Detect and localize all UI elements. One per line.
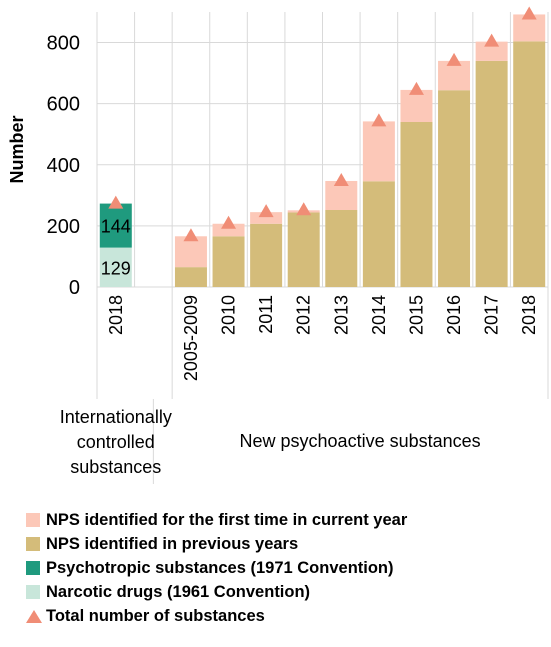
legend-item-nps-new: NPS identified for the first time in cur…: [26, 508, 546, 532]
total-marker-10: [521, 6, 537, 20]
bar-psychotropic-substances-1971-convention-0: [99, 203, 132, 248]
data-label-1: 129: [101, 258, 131, 278]
bar-nps-identified-in-previous-years-1: [174, 267, 207, 287]
bar-nps-identified-in-previous-years-6: [362, 181, 395, 287]
x-tick-label-2: 2010: [219, 295, 239, 335]
legend-label-psychotropic: Psychotropic substances (1971 Convention…: [46, 558, 394, 577]
bar-nps-identified-in-previous-years-5: [325, 210, 358, 287]
legend-label-total: Total number of substances: [46, 606, 265, 625]
bar-nps-identified-for-the-first-time-in-current-year-6: [362, 121, 395, 182]
chart-svg: 0 200 400 600 800 Number 144 129 2018 2005-2009 20…: [7, 6, 549, 484]
total-marker-0: [108, 195, 124, 209]
group-label-controlled-line-2: substances: [70, 457, 161, 477]
legend-swatch-narcotic: [26, 585, 40, 599]
legend-swatch-psychotropic: [26, 561, 40, 575]
total-marker-8: [446, 52, 462, 66]
y-tick-label-2: 400: [47, 155, 80, 177]
legend-triangle-icon: [26, 609, 42, 623]
bar-nps-identified-for-the-first-time-in-current-year-7: [400, 89, 433, 122]
x-tick-label-10: 2018: [519, 295, 539, 335]
data-label-0: 144: [101, 217, 131, 237]
legend-item-narcotic: Narcotic drugs (1961 Convention): [26, 580, 546, 604]
x-tick-label-7: 2015: [406, 295, 426, 335]
x-tick-label-3: 2011: [256, 295, 276, 334]
bar-nps-identified-for-the-first-time-in-current-year-2: [212, 223, 245, 237]
legend-swatch-nps-new: [26, 513, 40, 527]
group-label-nps-line-0: New psychoactive substances: [240, 431, 481, 451]
bar-nps-identified-for-the-first-time-in-current-year-1: [174, 236, 207, 268]
total-marker-3: [258, 204, 274, 218]
x-tick-label-0: 2018: [106, 295, 126, 335]
bar-narcotic-drugs-1961-convention-0: [99, 247, 132, 287]
y-tick-label-0: 0: [69, 277, 80, 299]
x-tick-label-8: 2016: [444, 295, 464, 335]
bar-nps-identified-for-the-first-time-in-current-year-9: [475, 41, 508, 61]
x-tick-label-4: 2012: [294, 295, 314, 335]
legend-swatch-nps-previous: [26, 537, 40, 551]
total-marker-5: [333, 172, 349, 186]
total-marker-4: [296, 202, 312, 216]
bar-nps-identified-in-previous-years-10: [513, 41, 546, 288]
bar-nps-identified-for-the-first-time-in-current-year-3: [250, 212, 283, 224]
bar-nps-identified-in-previous-years-2: [212, 236, 245, 287]
x-tick-label-1: 2005-2009: [181, 295, 201, 381]
y-tick-label-3: 600: [47, 94, 80, 116]
bar-nps-identified-in-previous-years-4: [287, 212, 320, 287]
legend-label-nps-new: NPS identified for the first time in cur…: [46, 510, 408, 529]
legend-item-psychotropic: Psychotropic substances (1971 Convention…: [26, 556, 546, 580]
group-label-controlled-line-0: Internationally: [60, 407, 172, 427]
x-tick-label-9: 2017: [482, 295, 502, 335]
legend-item-total: Total number of substances: [26, 604, 546, 628]
legend-label-narcotic: Narcotic drugs (1961 Convention): [46, 582, 311, 601]
total-marker-2: [221, 215, 237, 229]
total-marker-9: [484, 33, 500, 47]
y-tick-label-1: 200: [47, 216, 80, 238]
bar-nps-identified-in-previous-years-7: [400, 122, 433, 287]
bar-nps-identified-in-previous-years-3: [250, 223, 283, 287]
group-label-controlled-line-1: controlled: [77, 432, 155, 452]
total-marker-7: [408, 81, 424, 95]
bar-nps-identified-in-previous-years-8: [438, 90, 471, 287]
x-tick-label-5: 2013: [331, 295, 351, 335]
x-tick-label-6: 2014: [369, 295, 389, 335]
y-axis-title: Number: [7, 115, 27, 183]
total-marker-6: [371, 113, 387, 127]
y-tick-label-4: 800: [47, 33, 80, 55]
legend-item-nps-previous: NPS identified in previous years: [26, 532, 546, 556]
legend: NPS identified for the first time in cur…: [26, 508, 546, 628]
total-marker-1: [183, 228, 199, 242]
legend-label-nps-previous: NPS identified in previous years: [46, 534, 299, 553]
bar-nps-identified-in-previous-years-9: [475, 60, 508, 288]
